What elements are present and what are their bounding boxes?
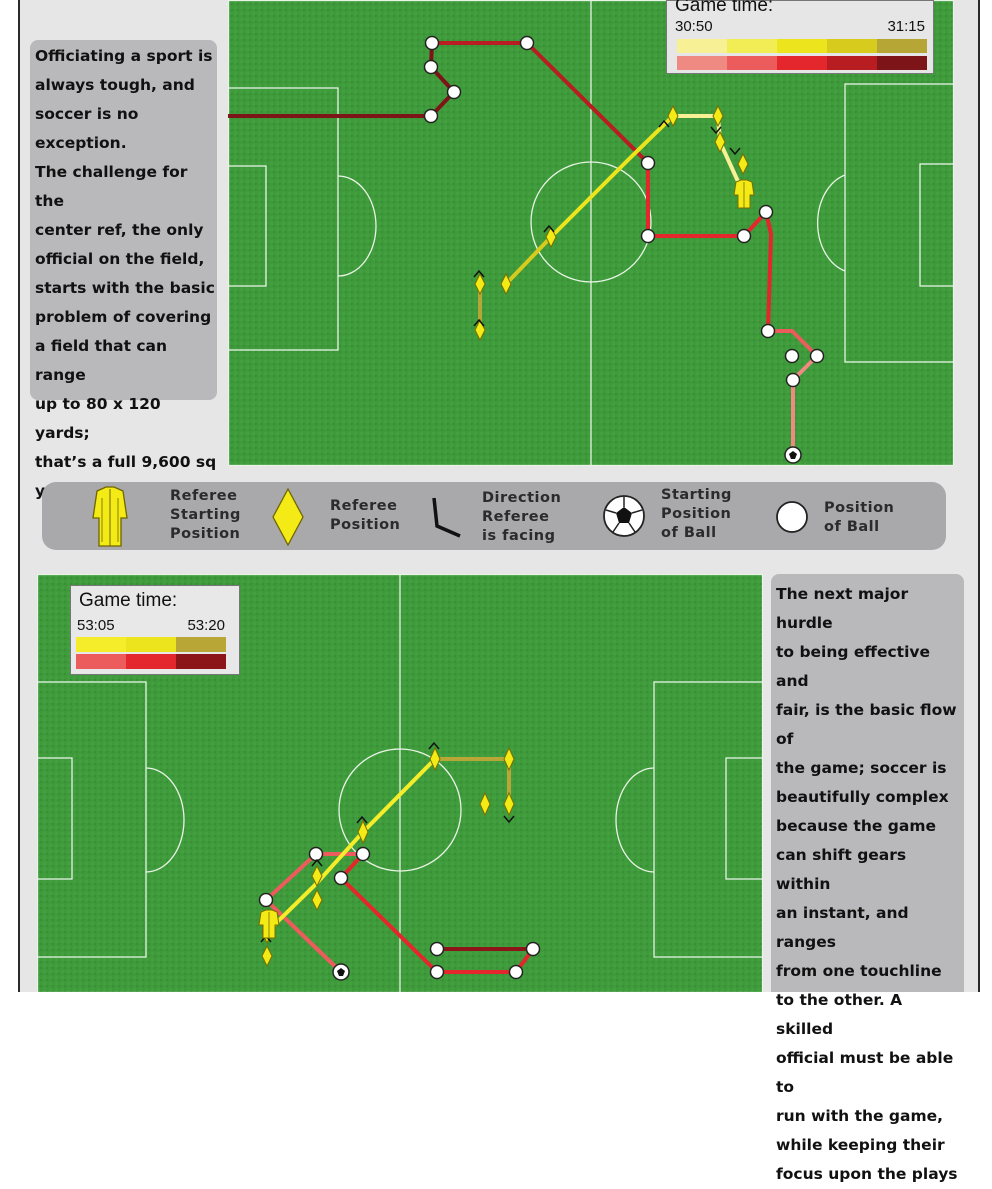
top-referee-time-segment-0	[677, 39, 727, 53]
legend-referee-start-label: Referee Starting Position	[170, 488, 241, 542]
top-game-time-box: Game time: 30:50 31:15	[666, 0, 934, 74]
top-referee-time-segment-2	[777, 39, 827, 53]
bottom-ball-time-segment-0	[76, 654, 126, 669]
top-ball-time-segment-1	[727, 56, 777, 70]
bottom-referee-time-segment-0	[76, 637, 126, 652]
legend-ball-position-label: Position of Ball	[824, 500, 895, 535]
soccer-ball-icon	[603, 495, 645, 537]
bottom-explanation-paragraph: The next major hurdle to being effective…	[776, 585, 958, 1183]
bottom-ball-time-scale	[76, 654, 226, 669]
top-ball-time-segment-4	[877, 56, 927, 70]
bottom-ball-time-segment-2	[176, 654, 226, 669]
top-ball-time-segment-3	[827, 56, 877, 70]
top-referee-start-icon	[733, 179, 755, 209]
direction-facing-icon	[432, 497, 461, 538]
bottom-game-time-box: Game time: 53:05 53:20	[70, 585, 240, 675]
map-legend: Referee Starting Position Referee Positi…	[42, 482, 946, 550]
bottom-ball-start-icon	[332, 963, 350, 981]
bottom-explanation-text: The next major hurdle to being effective…	[771, 574, 964, 1183]
bottom-game-time-label: Game time:	[79, 590, 178, 611]
ball-position-icon	[776, 501, 808, 533]
top-soccer-field	[228, 0, 954, 466]
bottom-referee-positions	[261, 746, 515, 968]
bottom-field-markings	[37, 574, 763, 992]
top-ball-positions	[423, 35, 825, 388]
top-field-graphic	[228, 0, 954, 466]
top-time-start: 30:50	[675, 18, 713, 35]
bottom-time-end: 53:20	[187, 617, 225, 634]
legend-ball-start-label: Starting Position of Ball	[661, 487, 732, 541]
legend-direction-label: Direction Referee is facing	[482, 490, 562, 544]
top-direction-markers	[473, 119, 741, 327]
top-referee-time-segment-4	[877, 39, 927, 53]
top-referee-positions	[474, 104, 749, 342]
top-game-time-label: Game time:	[675, 0, 774, 16]
bottom-ball-time-segment-1	[126, 654, 176, 669]
top-referee-time-scale	[677, 39, 927, 53]
bottom-referee-start-icon	[258, 909, 280, 939]
legend-referee-position-label: Referee Position	[330, 498, 401, 533]
bottom-ball-positions	[258, 846, 541, 980]
top-ball-time-segment-0	[677, 56, 727, 70]
top-time-end: 31:15	[887, 18, 925, 35]
bottom-referee-time-segment-2	[176, 637, 226, 652]
top-explanation-paragraph: Officiating a sport is always tough, and…	[35, 47, 217, 500]
top-ball-start-icon	[784, 446, 802, 464]
top-referee-time-segment-3	[827, 39, 877, 53]
referee-shirt-icon	[92, 486, 128, 547]
referee-diamond-icon	[272, 487, 304, 547]
top-referee-time-segment-1	[727, 39, 777, 53]
top-explanation-text: Officiating a sport is always tough, and…	[30, 40, 217, 500]
bottom-referee-time-segment-1	[126, 637, 176, 652]
bottom-time-start: 53:05	[77, 617, 115, 634]
top-ball-time-segment-2	[777, 56, 827, 70]
top-ball-time-scale	[677, 56, 927, 70]
bottom-referee-time-scale	[76, 637, 226, 652]
top-field-markings	[228, 0, 954, 466]
